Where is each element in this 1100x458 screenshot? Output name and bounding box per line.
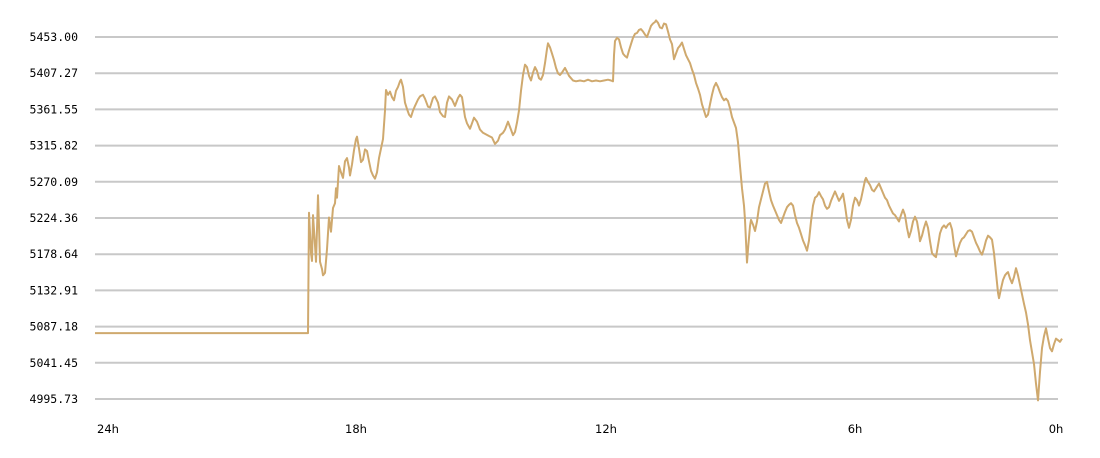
x-axis-label: 12h [595, 422, 617, 436]
y-axis-label: 5132.91 [30, 283, 79, 297]
y-axis-label: 5407.27 [30, 66, 79, 80]
x-axis-label: 6h [848, 422, 863, 436]
y-axis-label: 5315.82 [30, 139, 78, 153]
x-axis-label: 24h [97, 422, 119, 436]
y-axis-label: 5270.09 [30, 175, 79, 189]
y-axis-label: 4995.73 [30, 392, 79, 406]
x-axis-label: 18h [345, 422, 367, 436]
y-axis-label: 5453.00 [30, 30, 79, 44]
y-axis-label: 5224.36 [30, 211, 79, 225]
y-axis-label: 5041.45 [30, 356, 78, 370]
x-axis-label: 0h [1049, 422, 1064, 436]
y-axis-label: 5087.18 [30, 320, 79, 334]
price-line [95, 19, 1063, 402]
y-axis-label: 5361.55 [30, 102, 78, 116]
y-axis-label: 5178.64 [30, 247, 79, 261]
